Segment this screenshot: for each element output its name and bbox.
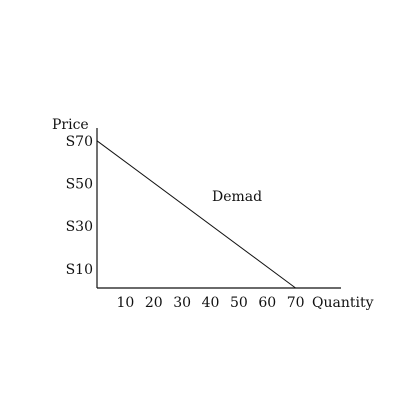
y-tick-label: S10: [66, 262, 93, 278]
y-tick-label: S30: [66, 219, 93, 235]
demand-line: [96, 140, 296, 289]
x-tick-label: 10: [116, 295, 134, 311]
y-axis-label: Price: [52, 117, 89, 133]
x-tick-label: 20: [145, 295, 163, 311]
axes: [96, 128, 341, 289]
y-tick-label: S50: [66, 176, 93, 192]
series-layer: [96, 140, 296, 289]
demand-series-label: Demad: [212, 189, 262, 205]
x-tick-label: 50: [230, 295, 248, 311]
x-tick-label: 60: [258, 295, 276, 311]
x-axis-label: Quantity: [312, 295, 374, 311]
x-tick-labels: 10 20 30 40 50 60 70: [116, 295, 304, 311]
y-tick-labels: S70 S50 S30 S10: [66, 134, 93, 278]
x-tick-label: 30: [173, 295, 191, 311]
y-tick-label: S70: [66, 134, 93, 150]
x-tick-label: 40: [202, 295, 220, 311]
x-tick-label: 70: [287, 295, 305, 311]
